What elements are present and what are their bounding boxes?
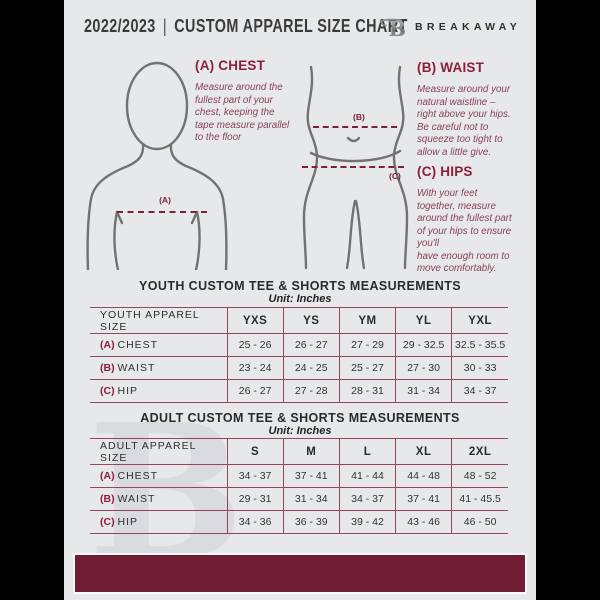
size-range-cell: 31 - 34 <box>282 487 340 511</box>
waist-measure-line <box>313 126 397 128</box>
size-range-cell: 29 - 31 <box>226 487 284 511</box>
measurement-row-label: (B) WAIST <box>90 487 227 511</box>
footer-accent-bar <box>73 553 527 594</box>
page-title: 2022/2023 | CUSTOM APPAREL SIZE CHART <box>84 16 408 37</box>
measurement-row-label: (A) CHEST <box>90 464 227 488</box>
size-range-cell: 26 - 27 <box>226 379 284 403</box>
table-corner-label: YOUTH APPAREL SIZE <box>90 307 227 334</box>
size-range-cell: 34 - 37 <box>451 379 508 403</box>
table-row: (A) CHEST 34 - 37 37 - 41 41 - 44 44 - 48 48 … <box>90 464 508 488</box>
size-range-cell: 26 - 27 <box>282 333 340 357</box>
size-range-cell: 25 - 26 <box>226 333 284 357</box>
size-range-cell: 43 - 46 <box>395 510 452 534</box>
hips-guide: (C) HIPS With your feet together, measur… <box>417 164 542 276</box>
waist-marker-label: (B) <box>353 112 365 122</box>
title-divider: | <box>162 16 168 36</box>
chest-guide: (A) CHEST Measure around the fullest par… <box>195 58 327 145</box>
size-range-cell: 36 - 39 <box>282 510 340 534</box>
size-range-cell: 37 - 41 <box>395 487 452 511</box>
size-range-cell: 31 - 34 <box>395 379 452 403</box>
size-range-cell: 23 - 24 <box>226 356 284 380</box>
brand-lockup: B BREAKAWAY <box>380 14 521 39</box>
adult-table-title: ADULT CUSTOM TEE & SHORTS MEASUREMENTS <box>140 411 460 425</box>
size-range-cell: 34 - 36 <box>226 510 284 534</box>
adult-size-table: ADULT APPAREL SIZE S M L XL 2XL (A) CHEST 34 - … <box>90 438 508 534</box>
youth-size-table: YOUTH APPAREL SIZE YXS YS YM YL YXL (A) CHEST 2… <box>90 307 508 403</box>
hip-marker-label: (C) <box>389 171 401 181</box>
size-range-cell: 34 - 37 <box>338 487 396 511</box>
table-header-row: YOUTH APPAREL SIZE YXS YS YM YL YXL <box>90 307 508 334</box>
measurement-row-label: (B) WAIST <box>90 356 227 380</box>
size-range-cell: 27 - 29 <box>338 333 396 357</box>
table-row: (A) CHEST 25 - 26 26 - 27 27 - 29 29 - 32.5 3… <box>90 333 508 357</box>
table-row: (B) WAIST 29 - 31 31 - 34 34 - 37 37 - 41 41 … <box>90 487 508 511</box>
size-range-cell: 46 - 50 <box>451 510 508 534</box>
size-chart-page: 2022/2023 | CUSTOM APPAREL SIZE CHART B BR… <box>64 0 536 600</box>
youth-table-title: YOUTH CUSTOM TEE & SHORTS MEASUREMENTS <box>139 279 461 293</box>
size-range-cell: 25 - 27 <box>338 356 396 380</box>
youth-table-unit: Unit: Inches <box>268 293 332 305</box>
size-column-header: XL <box>395 438 452 465</box>
size-range-cell: 41 - 45.5 <box>451 487 508 511</box>
size-range-cell: 27 - 28 <box>282 379 340 403</box>
size-column-header: YXL <box>451 307 508 334</box>
table-corner-label: ADULT APPAREL SIZE <box>90 438 227 465</box>
size-column-header: YXS <box>226 307 284 334</box>
measurement-row-label: (C) HIP <box>90 510 227 534</box>
hip-measure-line <box>302 166 404 168</box>
measurement-row-label: (A) CHEST <box>90 333 227 357</box>
size-column-header: M <box>282 438 340 465</box>
size-column-header: YM <box>338 307 396 334</box>
size-range-cell: 44 - 48 <box>395 464 452 488</box>
table-row: (C) HIP 34 - 36 36 - 39 39 - 42 43 - 46 46 - … <box>90 510 508 534</box>
size-range-cell: 32.5 - 35.5 <box>451 333 508 357</box>
size-range-cell: 24 - 25 <box>282 356 340 380</box>
season-label: 2022/2023 <box>84 16 156 36</box>
size-range-cell: 28 - 31 <box>338 379 396 403</box>
hips-description: With your feet together, measure around … <box>417 188 512 274</box>
chest-marker-label: (A) <box>159 195 171 205</box>
table-header-row: ADULT APPAREL SIZE S M L XL 2XL <box>90 438 508 465</box>
breakaway-logo-icon: B <box>380 17 407 39</box>
svg-text:B: B <box>389 17 407 39</box>
hips-heading: (C) HIPS <box>417 164 473 179</box>
torso-figure-illustration <box>86 61 228 270</box>
size-column-header: YS <box>282 307 340 334</box>
waist-guide: (B) WAIST Measure around your natural wa… <box>417 60 537 159</box>
size-range-cell: 34 - 37 <box>226 464 284 488</box>
measurement-row-label: (C) HIP <box>90 379 227 403</box>
hips-figure-illustration <box>302 65 409 270</box>
chest-heading: (A) CHEST <box>195 58 266 73</box>
page-title-text: CUSTOM APPAREL SIZE CHART <box>174 16 408 36</box>
size-range-cell: 30 - 33 <box>451 356 508 380</box>
size-column-header: YL <box>395 307 452 334</box>
adult-table-unit: Unit: Inches <box>268 425 332 437</box>
size-column-header: 2XL <box>451 438 508 465</box>
size-range-cell: 41 - 44 <box>338 464 396 488</box>
chest-description: Measure around the fullest part of your … <box>195 82 290 143</box>
waist-description: Measure around your natural waistline – … <box>417 84 511 158</box>
waist-heading: (B) WAIST <box>417 60 485 75</box>
table-row: (C) HIP 26 - 27 27 - 28 28 - 31 31 - 34 34 - … <box>90 379 508 403</box>
table-row: (B) WAIST 23 - 24 24 - 25 25 - 27 27 - 30 30 … <box>90 356 508 380</box>
size-column-header: L <box>338 438 396 465</box>
size-range-cell: 48 - 52 <box>451 464 508 488</box>
size-range-cell: 27 - 30 <box>395 356 452 380</box>
size-range-cell: 37 - 41 <box>282 464 340 488</box>
chest-measure-line <box>117 211 207 213</box>
size-range-cell: 29 - 32.5 <box>395 333 452 357</box>
size-column-header: S <box>226 438 284 465</box>
brand-name: BREAKAWAY <box>415 20 521 33</box>
size-range-cell: 39 - 42 <box>338 510 396 534</box>
